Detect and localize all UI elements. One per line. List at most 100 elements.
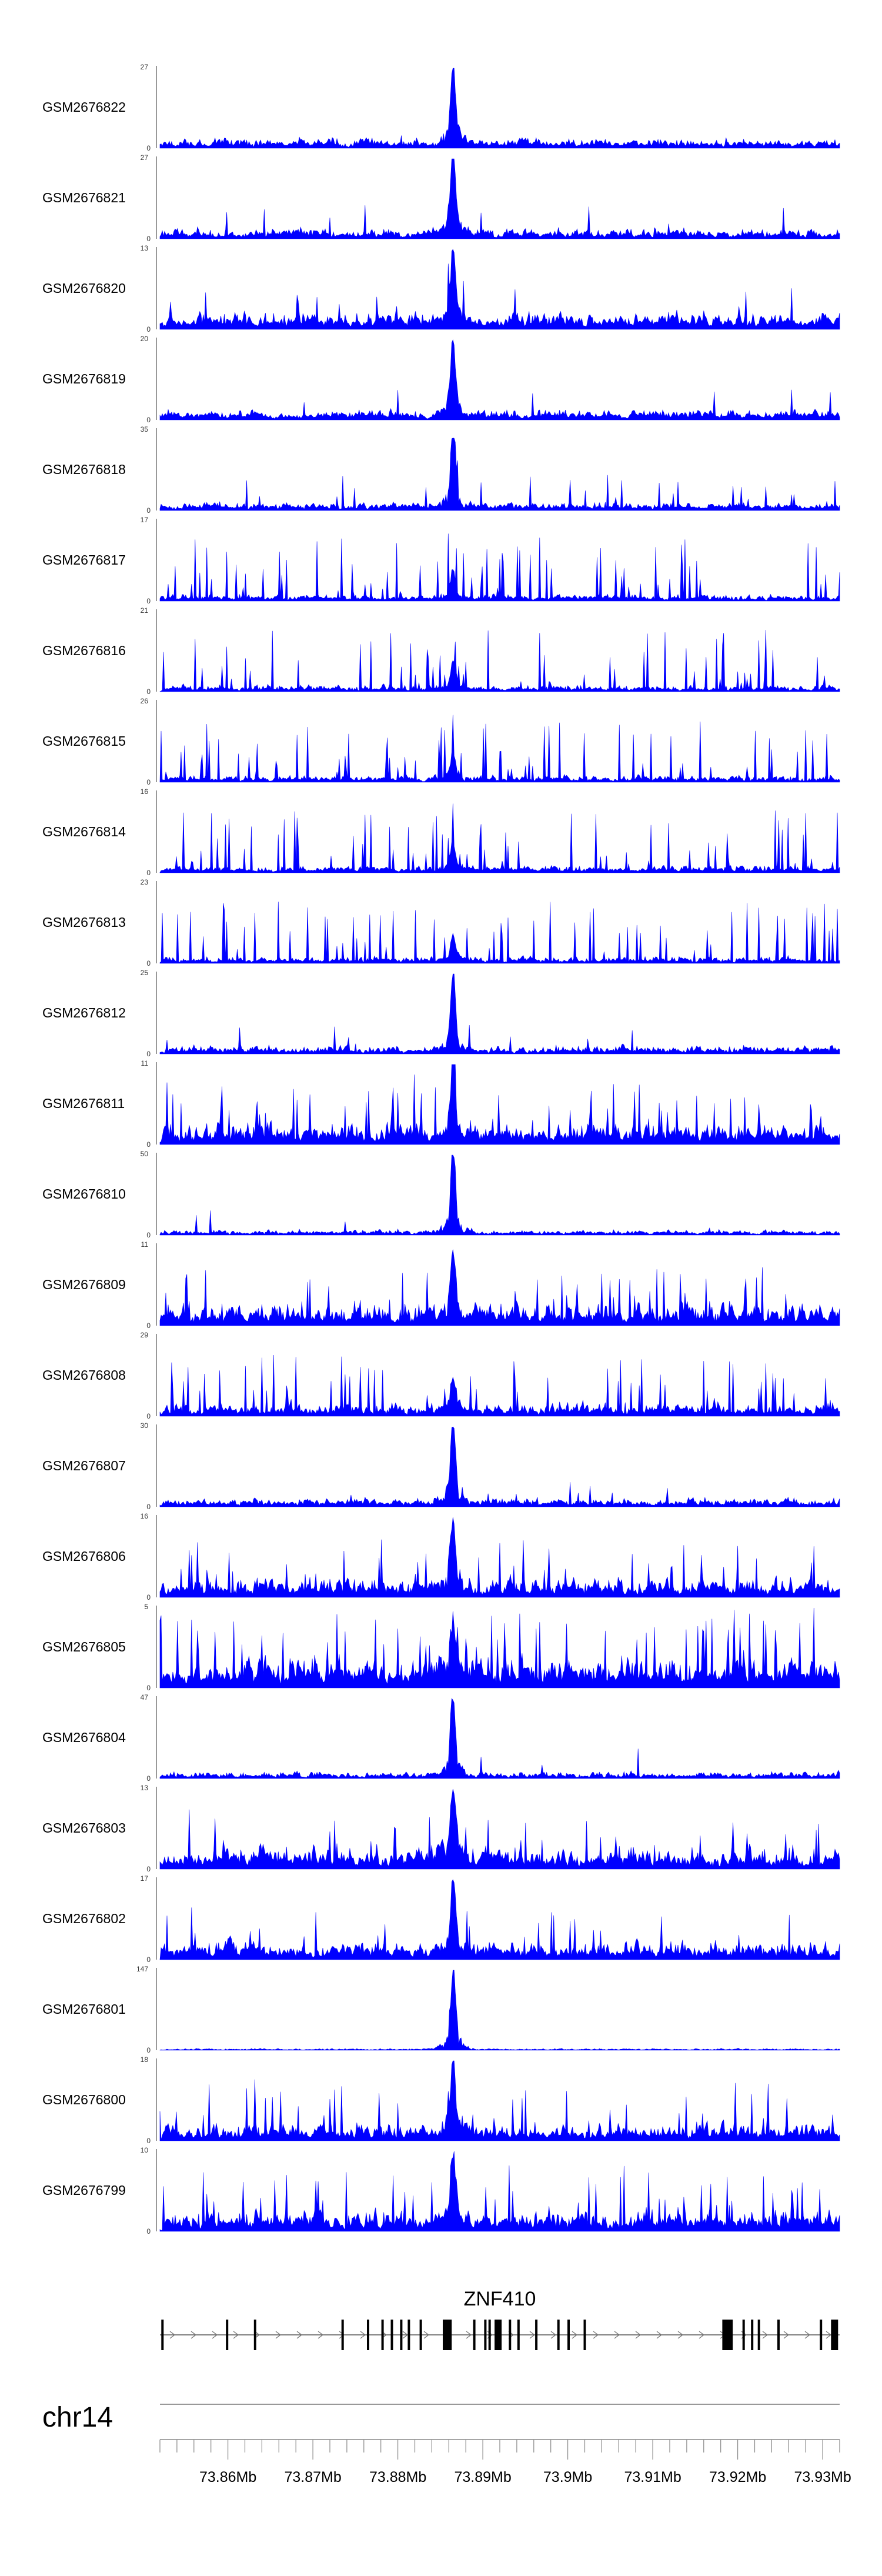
strand-arrow <box>318 2331 324 2339</box>
coverage-area <box>159 1354 840 1417</box>
exon <box>161 2320 164 2350</box>
strand-arrow <box>783 2331 790 2339</box>
strand-arrow <box>677 2331 684 2339</box>
strand-arrow <box>296 2331 303 2339</box>
track-GSM2676806: GSM2676806 16 0 <box>42 1512 840 1601</box>
strand-arrow <box>169 2331 176 2339</box>
y-max-label: 5 <box>144 1603 148 1611</box>
y-min-label: 0 <box>146 1503 151 1511</box>
coverage-area <box>159 1249 840 1326</box>
y-max-label: 17 <box>141 1874 149 1883</box>
y-min-label: 0 <box>146 778 151 786</box>
track-GSM2676822: GSM2676822 27 0 <box>42 63 840 152</box>
y-max-label: 18 <box>141 2056 149 2064</box>
strand-arrow <box>423 2331 430 2339</box>
track-label: GSM2676803 <box>42 1820 126 1836</box>
y-max-label: 20 <box>141 335 149 343</box>
coverage-area <box>159 715 840 783</box>
track-label: GSM2676805 <box>42 1639 126 1654</box>
y-max-label: 47 <box>141 1693 149 1701</box>
track-label: GSM2676808 <box>42 1367 126 1383</box>
track-GSM2676807: GSM2676807 30 0 <box>42 1422 840 1511</box>
exon <box>473 2320 476 2350</box>
gene-track: ZNF410 <box>160 2288 840 2350</box>
track-GSM2676803: GSM2676803 13 0 <box>42 1784 840 1873</box>
y-max-label: 13 <box>141 244 149 252</box>
track-label: GSM2676812 <box>42 1005 126 1020</box>
exon <box>419 2320 422 2350</box>
chromosome-track: chr14 <box>42 2402 840 2433</box>
coverage-area <box>159 2151 840 2232</box>
track-GSM2676801: GSM2676801 147 0 <box>42 1965 840 2054</box>
exon <box>820 2320 823 2350</box>
exon <box>341 2320 344 2350</box>
track-GSM2676805: GSM2676805 5 0 <box>42 1603 840 1692</box>
y-min-label: 0 <box>146 144 151 152</box>
track-label: GSM2676817 <box>42 552 126 568</box>
strand-arrow <box>826 2331 832 2339</box>
track-label: GSM2676821 <box>42 190 126 205</box>
y-max-label: 11 <box>141 1059 149 1067</box>
coverage-area <box>159 438 840 511</box>
y-min-label: 0 <box>146 2137 151 2145</box>
exon <box>449 2320 452 2350</box>
y-max-label: 23 <box>141 878 149 886</box>
track-GSM2676800: GSM2676800 18 0 <box>42 2056 840 2145</box>
y-min-label: 0 <box>146 1050 151 1058</box>
track-GSM2676802: GSM2676802 17 0 <box>42 1874 840 1964</box>
track-label: GSM2676801 <box>42 2001 126 2017</box>
exon <box>407 2320 410 2350</box>
y-min-label: 0 <box>146 688 151 696</box>
axis-tick-label: 73.86Mb <box>199 2469 256 2485</box>
strand-arrow <box>402 2331 409 2339</box>
y-max-label: 147 <box>136 1965 148 1973</box>
y-min-label: 0 <box>146 506 151 515</box>
coverage-area <box>159 1879 840 1960</box>
track-label: GSM2676809 <box>42 1277 126 1292</box>
y-min-label: 0 <box>146 2227 151 2235</box>
axis-tick-label: 73.87Mb <box>284 2469 341 2485</box>
strand-arrow <box>614 2331 620 2339</box>
exon <box>495 2320 502 2350</box>
track-label: GSM2676799 <box>42 2183 126 2198</box>
exon <box>509 2320 512 2350</box>
y-min-label: 0 <box>146 1774 151 1783</box>
track-GSM2676818: GSM2676818 35 0 <box>42 425 840 515</box>
track-GSM2676804: GSM2676804 47 0 <box>42 1693 840 1783</box>
track-label: GSM2676819 <box>42 371 126 386</box>
coverage-area <box>159 339 840 421</box>
exon <box>381 2320 384 2350</box>
coverage-area <box>159 1426 840 1507</box>
track-label: GSM2676820 <box>42 281 126 296</box>
genome-axis: 73.86Mb 73.87Mb 73.88Mb 73.89Mb 73.9Mb 73.91M… <box>159 2439 851 2485</box>
exon <box>777 2320 780 2350</box>
gene-label: ZNF410 <box>464 2288 536 2310</box>
y-max-label: 50 <box>141 1150 149 1158</box>
coverage-area <box>159 1064 840 1145</box>
signal-tracks: GSM2676822270GSM2676821270GSM2676820130G… <box>42 63 840 2235</box>
strand-arrow <box>529 2331 536 2339</box>
y-min-label: 0 <box>146 2046 151 2054</box>
y-max-label: 26 <box>141 697 149 705</box>
axis-tick-label: 73.9Mb <box>543 2469 592 2485</box>
strand-arrow <box>804 2331 811 2339</box>
coverage-area <box>159 249 840 330</box>
coverage-area <box>159 803 840 873</box>
exon <box>831 2320 838 2350</box>
axis-tick-label: 73.89Mb <box>454 2469 511 2485</box>
track-label: GSM2676815 <box>42 733 126 749</box>
track-label: GSM2676807 <box>42 1458 126 1473</box>
strand-arrow <box>572 2331 578 2339</box>
strand-arrow <box>466 2331 472 2339</box>
y-min-label: 0 <box>146 597 151 605</box>
strand-arrow <box>762 2331 769 2339</box>
y-max-label: 30 <box>141 1422 149 1430</box>
chromosome-label: chr14 <box>42 2402 113 2433</box>
coverage-area <box>159 1970 840 2051</box>
track-GSM2676812: GSM2676812 25 0 <box>42 969 840 1058</box>
axis-tick-label: 73.88Mb <box>369 2469 426 2485</box>
track-label: GSM2676802 <box>42 1911 126 1926</box>
track-GSM2676813: GSM2676813 23 0 <box>42 878 840 967</box>
y-min-label: 0 <box>146 1322 151 1330</box>
